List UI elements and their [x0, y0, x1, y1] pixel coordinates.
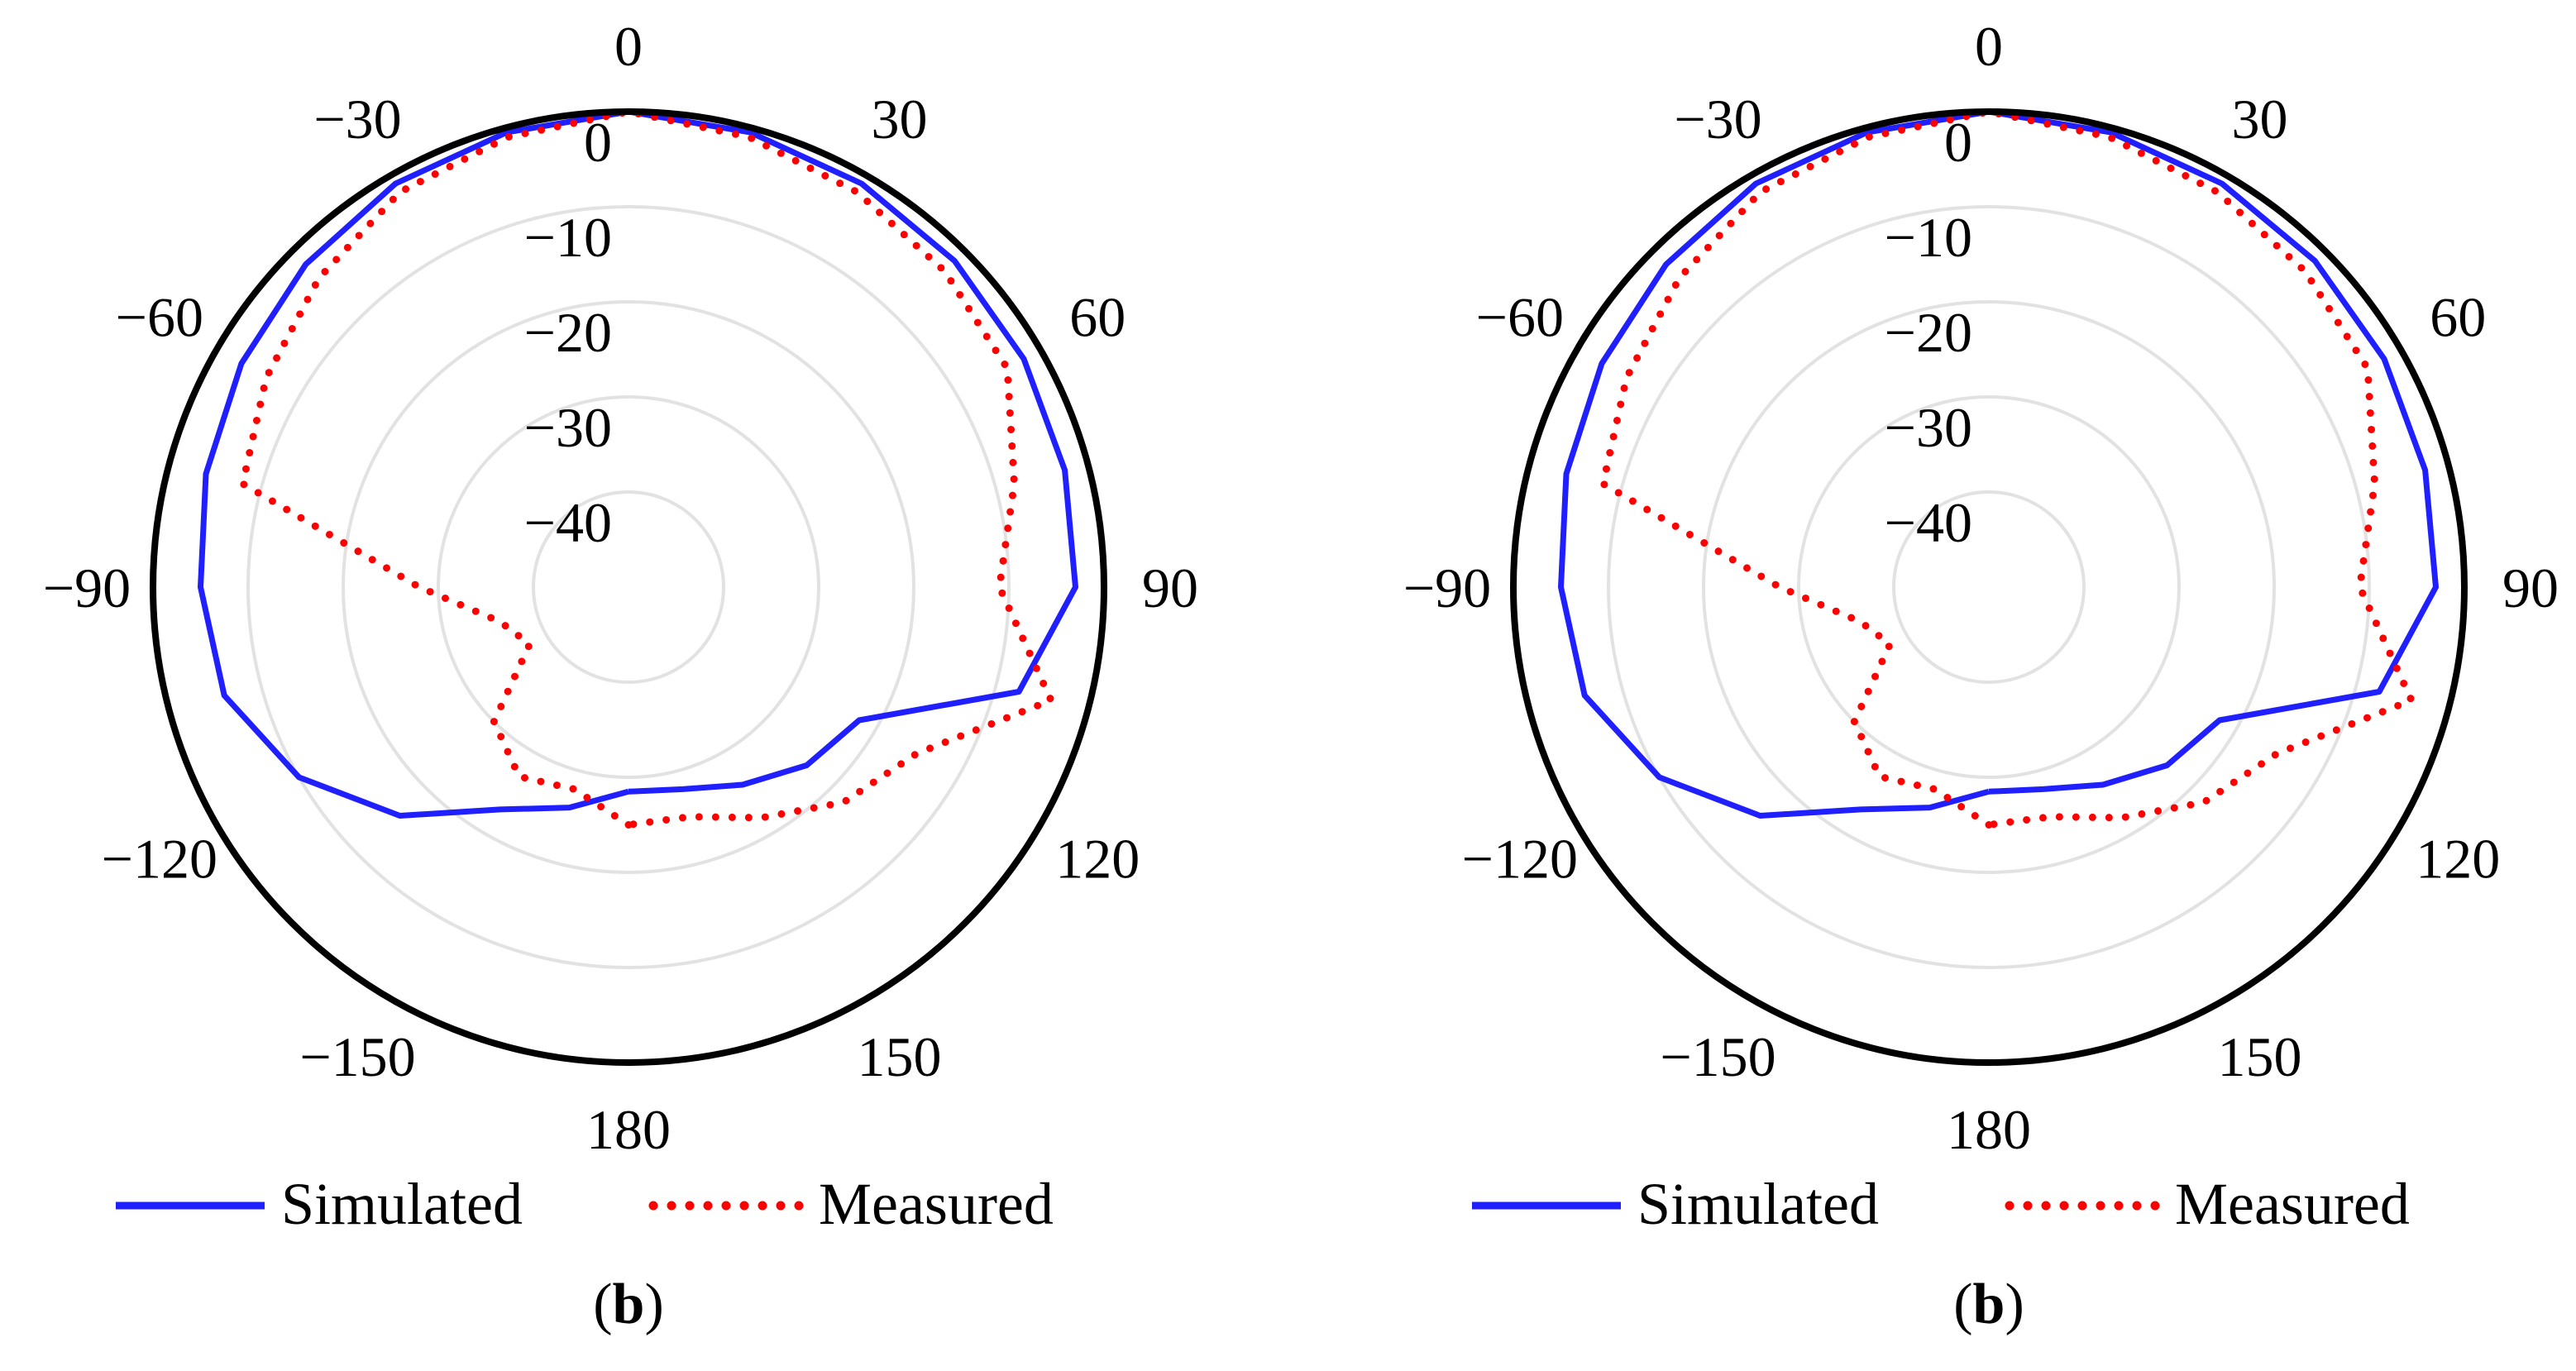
- series-line-measured: [1599, 107, 2416, 829]
- grid-circle: [437, 395, 820, 779]
- radial-tick-label: −10: [524, 206, 612, 269]
- angle-tick-label: 150: [858, 1025, 942, 1088]
- angle-tick-label: −60: [116, 286, 203, 349]
- grid-circle: [1892, 490, 2086, 684]
- grid-circle: [246, 205, 1011, 969]
- polar-panel-a: 0 30 60 90 120 150 180 −150 −120 −90 −60 −30 0 −10 −20…: [43, 15, 1198, 1336]
- radial-tick-label: −40: [1885, 491, 1972, 554]
- legend-label-measured: Measured: [2175, 1171, 2410, 1237]
- angle-tick-label: 0: [1975, 15, 2003, 78]
- radial-tick-label: −40: [524, 491, 612, 554]
- angle-tick-label: 150: [2218, 1025, 2302, 1088]
- grid-circle: [1797, 395, 2181, 779]
- angle-tick-label: −30: [313, 88, 401, 150]
- radial-tick-label: −20: [1885, 301, 1972, 364]
- angle-tick-label: −60: [1476, 286, 1564, 349]
- series-line-measured: [239, 107, 1055, 829]
- angle-tick-label: −30: [1674, 88, 1761, 150]
- radial-tick-label: −20: [524, 301, 612, 364]
- radial-tick-label: 0: [584, 111, 612, 174]
- angle-tick-label: 120: [1055, 828, 1140, 891]
- grid-circle: [342, 300, 915, 874]
- radial-tick-label: 0: [1944, 111, 1972, 174]
- angle-tick-label: 30: [872, 88, 928, 150]
- angle-tick-label: 180: [1947, 1098, 2031, 1161]
- angle-tick-label: −90: [1403, 557, 1491, 619]
- angle-tick-label: −120: [1462, 828, 1578, 891]
- grid-circle: [1607, 205, 2371, 969]
- angle-tick-label: −150: [299, 1025, 415, 1088]
- legend-label-simulated: Simulated: [281, 1171, 523, 1237]
- angle-tick-label: −150: [1660, 1025, 1775, 1088]
- angle-tick-label: 120: [2416, 828, 2500, 891]
- grid-circle: [532, 490, 725, 684]
- outer-circle: [150, 108, 1107, 1066]
- panel-label: (b): [593, 1273, 664, 1336]
- angle-tick-label: 60: [1069, 286, 1126, 349]
- radial-tick-label: −30: [1885, 396, 1972, 459]
- legend-label-measured: Measured: [819, 1171, 1054, 1237]
- angle-tick-label: 0: [614, 15, 643, 78]
- panel-label: (b): [1953, 1273, 2024, 1336]
- angle-tick-label: −90: [43, 557, 131, 619]
- polar-panel-b: 0 30 60 90 120 150 180 −150 −120 −90 −60 −30 0 −10 −20…: [1403, 15, 2559, 1336]
- radial-tick-label: −30: [524, 396, 612, 459]
- angle-tick-label: 90: [1142, 557, 1198, 619]
- outer-circle: [1510, 108, 2468, 1066]
- angle-tick-label: 60: [2430, 286, 2486, 349]
- angle-tick-label: 30: [2232, 88, 2288, 150]
- panel-label-letter: b: [1973, 1273, 2005, 1336]
- angle-tick-label: 180: [586, 1098, 671, 1161]
- legend-label-simulated: Simulated: [1637, 1171, 1879, 1237]
- angle-tick-label: 90: [2502, 557, 2559, 619]
- grid-circle: [1702, 300, 2276, 874]
- panel-label-letter: b: [613, 1273, 645, 1336]
- angle-tick-label: −120: [102, 828, 217, 891]
- radial-tick-label: −10: [1885, 206, 1972, 269]
